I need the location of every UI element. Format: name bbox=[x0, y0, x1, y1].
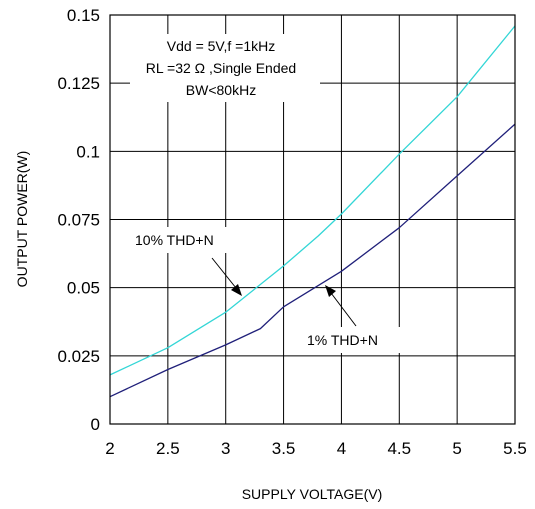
y-axis-title: OUTPUT POWER(W) bbox=[14, 151, 30, 288]
plot-frame bbox=[109, 14, 516, 425]
conditions-line-2: RL =32 Ω ,Single Ended bbox=[146, 60, 296, 76]
conditions-box: Vdd = 5V,f =1kHz RL =32 Ω ,Single Ended … bbox=[130, 34, 320, 102]
series-line-1pct-thd bbox=[109, 123, 516, 398]
annotation-10pct-label: 10% THD+N bbox=[135, 232, 214, 248]
conditions-line-3: BW<80kHz bbox=[186, 82, 256, 98]
x-tick-label-4: 4 bbox=[337, 439, 346, 458]
annotation-1pct-label: 1% THD+N bbox=[307, 332, 378, 348]
series-layer bbox=[109, 25, 516, 398]
annotation-10pct-arrowhead bbox=[231, 284, 242, 296]
conditions-line-1: Vdd = 5V,f =1kHz bbox=[167, 38, 275, 54]
y-tick-label-6: 0.15 bbox=[67, 6, 100, 25]
x-tick-label-6: 5 bbox=[452, 439, 461, 458]
conditions-box-bg bbox=[130, 34, 320, 102]
x-tick-label-1: 2.5 bbox=[156, 439, 180, 458]
annotation-1pct-arrowhead bbox=[325, 285, 336, 297]
y-tick-label-3: 0.075 bbox=[57, 211, 100, 230]
x-tick-label-5: 4.5 bbox=[387, 439, 411, 458]
y-tick-label-0: 0 bbox=[91, 415, 100, 434]
annotation-10pct: 10% THD+N bbox=[128, 227, 242, 296]
annotation-1pct-arrow-line bbox=[327, 288, 357, 327]
y-tick-label-4: 0.1 bbox=[76, 142, 100, 161]
x-axis-title: SUPPLY VOLTAGE(V) bbox=[242, 486, 383, 502]
annotation-10pct-bg bbox=[128, 227, 240, 253]
series-line-10pct-thd bbox=[109, 25, 516, 376]
annotation-1pct: 1% THD+N bbox=[300, 285, 412, 353]
y-tick-label-2: 0.05 bbox=[67, 279, 100, 298]
y-tick-label-1: 0.025 bbox=[57, 347, 100, 366]
x-tick-label-7: 5.5 bbox=[503, 439, 527, 458]
x-tick-label-0: 2 bbox=[105, 439, 114, 458]
tick-labels: 2 2.5 3 3.5 4 4.5 5 5.5 0 0.025 0.05 0.075 0.1 0.125 0… bbox=[57, 6, 526, 458]
x-tick-label-2: 3 bbox=[221, 439, 230, 458]
annotation-1pct-bg bbox=[300, 327, 412, 353]
x-tick-label-3: 3.5 bbox=[272, 439, 296, 458]
y-tick-label-5: 0.125 bbox=[57, 74, 100, 93]
